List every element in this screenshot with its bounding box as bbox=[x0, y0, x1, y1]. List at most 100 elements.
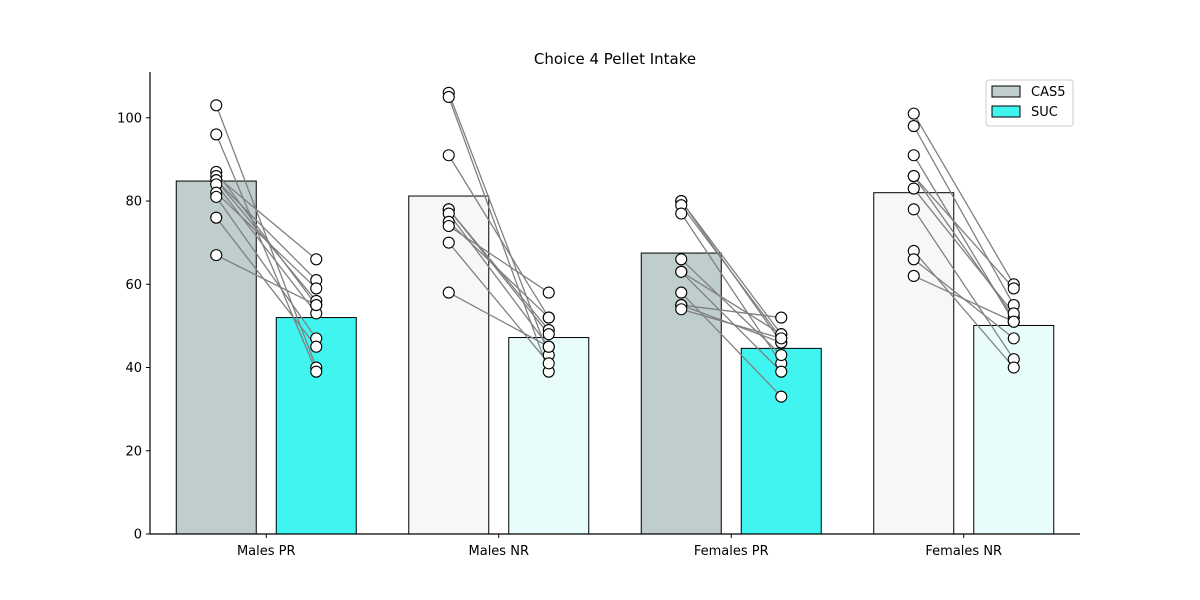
point-cas5-males-nr-1 bbox=[442, 90, 455, 104]
pair-line-males-pr-5 bbox=[215, 179, 317, 281]
pair-line-females-pr-4 bbox=[680, 258, 782, 356]
pair-line-females-pr-5 bbox=[680, 271, 782, 373]
point-cas5-females-nr-5 bbox=[907, 182, 920, 195]
point-cas5-males-nr-2 bbox=[442, 149, 455, 162]
y-tick-label-0: 0 bbox=[134, 528, 142, 543]
bars-layer bbox=[175, 180, 1055, 535]
pair-line-females-pr-10 bbox=[681, 308, 782, 340]
point-cas5-females-nr-8 bbox=[907, 253, 920, 266]
y-tick-label-100: 100 bbox=[117, 111, 142, 126]
point-suc-males-pr-7 bbox=[310, 282, 323, 295]
x-tick-label-females-pr: Females PR bbox=[694, 544, 769, 559]
point-suc-males-pr-10 bbox=[310, 299, 323, 312]
chart-title: Choice 4 Pellet Intake bbox=[534, 50, 696, 68]
point-cas5-females-pr-4 bbox=[675, 253, 688, 266]
points-layer bbox=[210, 86, 1020, 403]
pair-line-males-pr-7 bbox=[215, 192, 317, 289]
point-suc-females-nr-8 bbox=[1007, 332, 1020, 345]
point-suc-males-nr-7 bbox=[542, 286, 555, 299]
bar-cas5-males-pr bbox=[175, 180, 257, 535]
y-tick-label-80: 80 bbox=[125, 195, 142, 210]
point-suc-females-nr-9 bbox=[1007, 315, 1020, 328]
y-tick-label-40: 40 bbox=[125, 361, 142, 376]
pair-line-females-nr-4 bbox=[913, 175, 1015, 318]
bar-cas5-females-nr bbox=[873, 192, 955, 535]
point-suc-males-nr-8 bbox=[542, 357, 555, 370]
point-cas5-females-pr-7 bbox=[675, 286, 688, 299]
point-suc-females-pr-4 bbox=[775, 348, 788, 362]
x-tick-label-females-nr: Females NR bbox=[925, 544, 1002, 559]
legend: CAS5 SUC bbox=[985, 79, 1074, 127]
pair-line-males-pr-2 bbox=[215, 171, 317, 306]
pair-line-females-nr-6 bbox=[913, 208, 1015, 360]
point-cas5-males-pr-0 bbox=[210, 99, 223, 112]
x-tick-label-males-pr: Males PR bbox=[237, 544, 296, 559]
pair-line-males-pr-1 bbox=[215, 134, 317, 372]
point-cas5-females-nr-4 bbox=[907, 170, 920, 183]
pair-line-females-pr-0 bbox=[680, 200, 782, 335]
point-suc-females-pr-10 bbox=[775, 332, 788, 345]
point-suc-males-pr-1 bbox=[310, 365, 323, 378]
bar-suc-females-pr bbox=[740, 347, 822, 535]
point-suc-males-nr-4 bbox=[542, 328, 555, 341]
point-cas5-females-nr-0 bbox=[907, 107, 920, 120]
point-suc-females-pr-5 bbox=[775, 365, 788, 378]
bar-suc-males-pr bbox=[275, 317, 357, 535]
point-cas5-males-pr-8 bbox=[210, 190, 223, 203]
pair-line-females-pr-2 bbox=[680, 204, 782, 339]
pair-line-males-nr-0 bbox=[448, 92, 550, 356]
pair-line-males-pr-8 bbox=[215, 196, 317, 339]
point-suc-males-pr-3 bbox=[310, 253, 323, 266]
pair-line-females-pr-9 bbox=[681, 304, 782, 319]
point-suc-females-pr-9 bbox=[775, 311, 788, 324]
pair-line-females-nr-3 bbox=[913, 175, 1015, 289]
point-suc-males-pr-9 bbox=[310, 340, 323, 353]
point-cas5-females-pr-6 bbox=[675, 265, 688, 278]
pair-line-females-nr-1 bbox=[913, 125, 1015, 306]
point-suc-males-nr-9 bbox=[542, 340, 555, 353]
legend-swatch-suc bbox=[991, 105, 1021, 118]
pair-line-females-nr-0 bbox=[913, 113, 1015, 285]
y-tick-label-60: 60 bbox=[125, 278, 142, 293]
pair-line-females-nr-5 bbox=[913, 188, 1015, 314]
pair-line-males-pr-9 bbox=[215, 217, 317, 348]
pairing-lines-layer bbox=[215, 92, 1015, 398]
pair-line-males-nr-9 bbox=[448, 292, 550, 348]
pair-line-females-pr-6 bbox=[680, 271, 782, 335]
pair-line-males-nr-8 bbox=[448, 242, 550, 364]
y-tick-label-20: 20 bbox=[125, 444, 142, 459]
pair-line-males-nr-5 bbox=[448, 213, 550, 348]
point-cas5-males-nr-9 bbox=[442, 286, 455, 299]
pair-line-males-nr-2 bbox=[448, 154, 550, 318]
point-suc-males-nr-6 bbox=[542, 311, 555, 324]
pair-line-males-nr-1 bbox=[448, 96, 550, 372]
pair-line-females-nr-7 bbox=[913, 250, 1015, 368]
point-cas5-females-nr-9 bbox=[907, 269, 920, 282]
point-cas5-females-nr-6 bbox=[907, 203, 920, 216]
point-suc-females-nr-7 bbox=[1007, 361, 1020, 374]
pair-line-males-nr-7 bbox=[448, 225, 550, 294]
legend-label-suc: SUC bbox=[1031, 105, 1058, 120]
legend-swatch-cas5 bbox=[991, 85, 1021, 98]
pair-line-females-nr-9 bbox=[913, 275, 1015, 323]
pair-line-males-pr-0 bbox=[215, 105, 317, 368]
point-suc-females-nr-3 bbox=[1007, 282, 1020, 295]
legend-label-cas5: CAS5 bbox=[1031, 85, 1066, 100]
pair-line-males-pr-3 bbox=[215, 175, 317, 260]
point-cas5-males-pr-9 bbox=[210, 211, 223, 224]
x-tick-label-males-nr: Males NR bbox=[469, 544, 529, 559]
pair-line-males-pr-6 bbox=[215, 183, 317, 314]
point-cas5-females-nr-1 bbox=[907, 120, 920, 133]
point-cas5-females-pr-3 bbox=[675, 207, 688, 220]
pair-line-females-pr-7 bbox=[680, 292, 782, 398]
point-cas5-males-nr-7 bbox=[442, 219, 455, 233]
axes-layer: Males PR Males NR Females PR Females NR 0 20 4… bbox=[117, 72, 1080, 559]
bar-cas5-males-nr bbox=[408, 195, 490, 535]
point-cas5-males-nr-8 bbox=[442, 236, 455, 249]
pair-line-males-pr-10 bbox=[215, 254, 317, 306]
point-cas5-males-pr-10 bbox=[210, 249, 223, 262]
pair-line-males-nr-4 bbox=[448, 208, 550, 335]
point-suc-females-pr-7 bbox=[775, 390, 788, 403]
point-cas5-females-nr-2 bbox=[907, 149, 920, 162]
